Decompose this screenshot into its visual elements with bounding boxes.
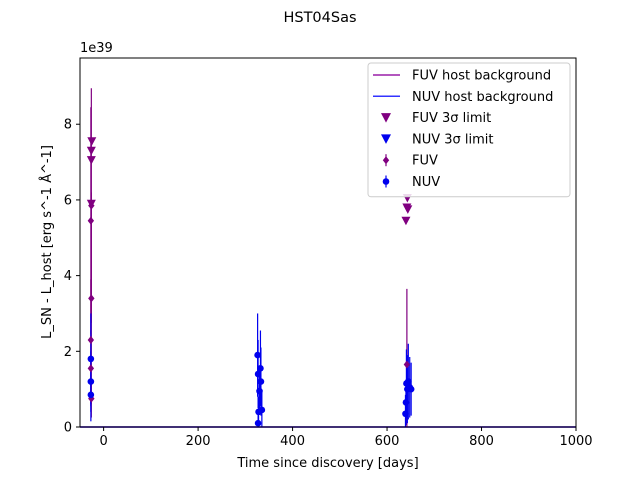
legend-swatch-4 [382, 156, 390, 165]
legend-swatch-3 [381, 134, 391, 144]
y-tick-label-6: 6 [64, 193, 72, 208]
fuv-3-limit-point-3 [86, 199, 96, 209]
legend-label-2: FUV 3σ limit [412, 111, 491, 126]
nuv-point-5 [256, 387, 263, 395]
x-axis-ticks: 0 200 400 600 800 1000 [99, 427, 593, 449]
x-tick-label-200: 200 [186, 434, 211, 449]
chart-title: HST04Sas [283, 10, 356, 26]
y-axis-label: L_SN - L_host [erg s^-1 Å^-1] [39, 145, 55, 339]
fuv-point-4 [87, 216, 95, 225]
x-axis-label: Time since discovery [days] [236, 456, 418, 471]
nuv-point-3 [254, 419, 262, 427]
x-tick-label-600: 600 [375, 434, 400, 449]
y-offset-text: 1e39 [80, 41, 113, 56]
fuv-3-limit-point-1 [86, 146, 96, 156]
nuv-point-6 [254, 370, 262, 378]
nuv-point-2 [87, 355, 95, 363]
nuv-point-1 [87, 378, 95, 385]
y-tick-label-0: 0 [64, 421, 72, 436]
legend-label-5: NUV [412, 175, 440, 190]
legend: FUV host background NUV host background FU… [367, 62, 571, 198]
x-tick-label-0: 0 [99, 434, 107, 449]
nuv-point-12 [402, 399, 410, 406]
legend-swatch-2 [381, 113, 391, 123]
axes-frame [79, 57, 577, 428]
nuv-point-11 [402, 410, 409, 418]
y-tick-label-4: 4 [64, 269, 72, 284]
nuv-point-8 [257, 365, 264, 372]
legend-label-1: NUV host background [412, 90, 553, 105]
legend-label-3: NUV 3σ limit [412, 132, 494, 147]
nuv-point-7 [254, 351, 261, 359]
legend-label-0: FUV host background [412, 69, 551, 84]
fuv-point-2 [87, 335, 95, 344]
fuv-point-1 [87, 364, 95, 373]
nuv-point-17 [407, 385, 415, 393]
legend-label-4: FUV [412, 154, 438, 169]
nuv-point-9 [257, 378, 265, 385]
fuv-3-limit-point-6 [403, 205, 413, 214]
legend-box [367, 62, 571, 198]
y-axis-ticks: 0 2 4 6 8 [64, 118, 80, 436]
fuv-point-6 [403, 360, 411, 369]
y-tick-label-2: 2 [64, 345, 72, 360]
fuv-point-3 [88, 294, 95, 303]
fuv-3-limit-point-2 [87, 137, 97, 146]
nuv-point-0 [87, 391, 95, 399]
markers [86, 137, 415, 427]
nuv-point-15 [405, 378, 412, 385]
legend-swatch-5 [382, 178, 390, 185]
x-tick-label-800: 800 [469, 434, 494, 449]
fuv-3-limit-point-0 [86, 156, 96, 165]
y-tick-label-8: 8 [64, 118, 72, 133]
errorbars [90, 88, 412, 427]
nuv-point-10 [258, 406, 266, 414]
x-tick-label-1000: 1000 [559, 434, 592, 449]
x-tick-label-400: 400 [280, 434, 305, 449]
fuv-3-limit-point-4 [401, 216, 411, 226]
